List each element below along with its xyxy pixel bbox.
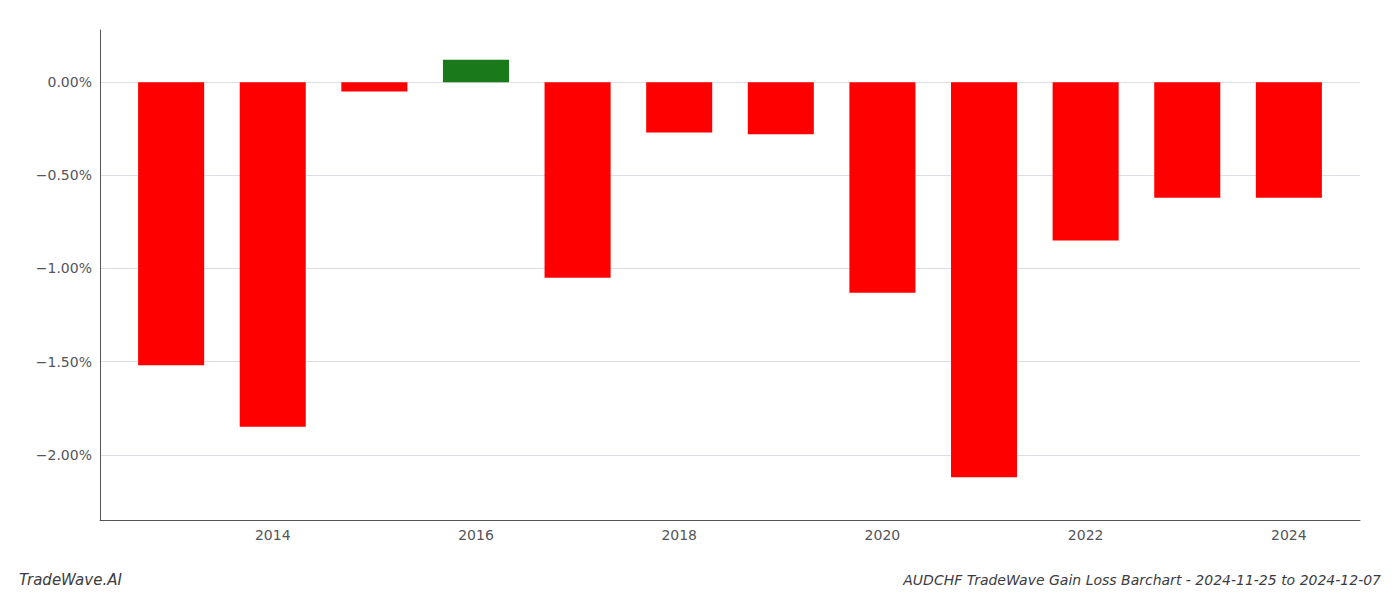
svg-text:−1.00%: −1.00% <box>36 260 92 276</box>
svg-text:2022: 2022 <box>1068 527 1104 543</box>
svg-text:−1.50%: −1.50% <box>36 354 92 370</box>
svg-text:2020: 2020 <box>865 527 901 543</box>
svg-text:2014: 2014 <box>255 527 291 543</box>
svg-text:0.00%: 0.00% <box>48 74 92 90</box>
svg-text:2018: 2018 <box>661 527 697 543</box>
svg-text:−2.00%: −2.00% <box>36 447 92 463</box>
svg-text:AUDCHF TradeWave Gain Loss Bar: AUDCHF TradeWave Gain Loss Barchart - 20… <box>902 572 1381 588</box>
svg-text:2024: 2024 <box>1271 527 1307 543</box>
svg-text:2016: 2016 <box>458 527 494 543</box>
svg-text:TradeWave.AI: TradeWave.AI <box>19 571 122 589</box>
svg-text:−0.50%: −0.50% <box>36 167 92 183</box>
